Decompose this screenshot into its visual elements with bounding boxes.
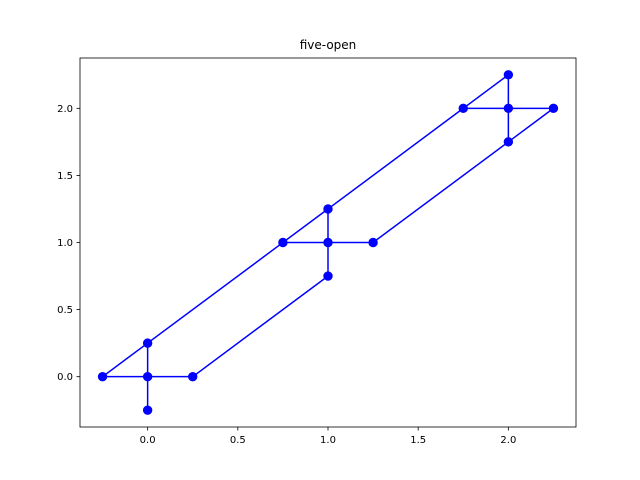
y-tick-label: 1.0: [57, 238, 73, 249]
x-tick-label: 1.0: [320, 435, 336, 446]
data-point-9: [323, 204, 333, 214]
plot-area: [97, 70, 559, 415]
data-point-2: [142, 371, 153, 382]
x-axis: 0.0 0.5 1.0 1.5 2.0: [140, 427, 516, 446]
data-point-7: [323, 237, 333, 248]
y-tick-label: 0.5: [57, 305, 73, 316]
x-tick-label: 0.5: [230, 435, 246, 446]
data-point-3: [188, 371, 198, 382]
data-point-12: [503, 103, 514, 114]
x-tick-label: 2.0: [500, 435, 516, 446]
data-point-5: [142, 405, 153, 415]
x-tick-label: 0.0: [140, 435, 156, 446]
series-line-segment-9: [281, 207, 330, 244]
data-point-10: [323, 271, 333, 281]
series-line-segment-13: [372, 140, 510, 244]
data-point-15: [503, 137, 514, 147]
data-point-13: [548, 103, 559, 114]
y-tick-label: 0.0: [57, 372, 73, 383]
x-tick-label: 1.5: [410, 435, 426, 446]
series-line-segment-14: [507, 107, 555, 143]
data-point-6: [278, 237, 288, 248]
series-line-segment-7: [101, 342, 149, 378]
y-axis: 0.0 0.5 1.0 1.5 2.0: [57, 104, 80, 383]
series-line-segment-11: [462, 73, 510, 110]
y-tick-label: 1.5: [57, 171, 73, 182]
series-line-segment-12: [191, 274, 330, 378]
data-point-4: [142, 338, 153, 348]
chart-title: five-open: [300, 38, 357, 52]
series-line-segment-10: [326, 107, 465, 211]
data-point-14: [503, 70, 514, 80]
data-point-8: [368, 237, 378, 248]
data-point-1: [97, 371, 108, 382]
series-line-segment-8: [146, 241, 284, 345]
data-point-11: [458, 103, 468, 114]
y-tick-label: 2.0: [57, 104, 73, 115]
